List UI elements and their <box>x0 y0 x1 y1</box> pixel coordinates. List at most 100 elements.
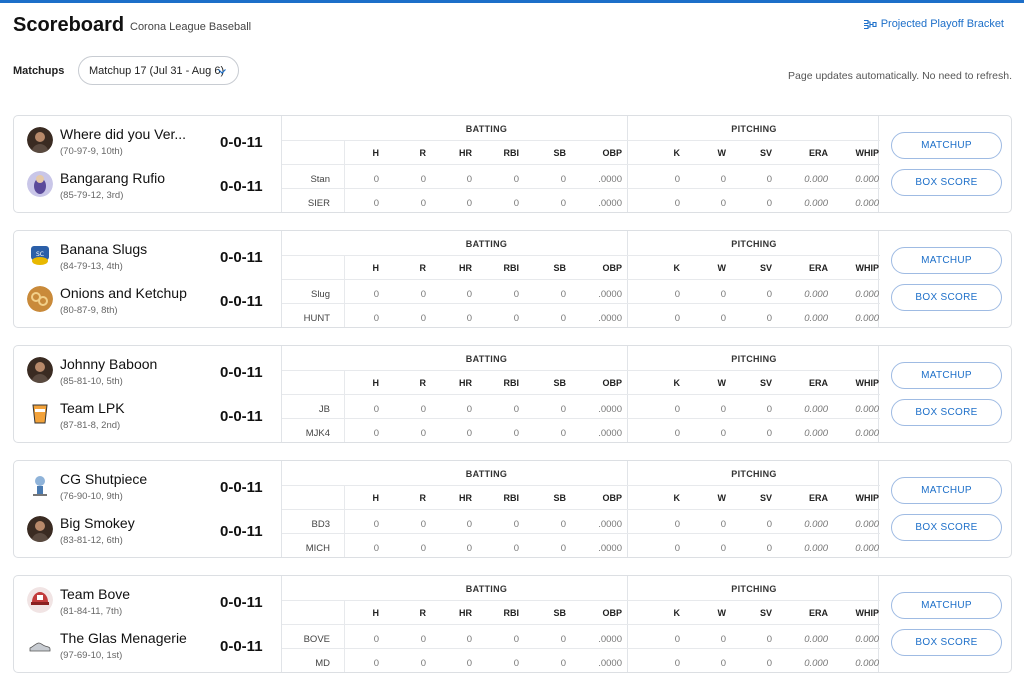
matchup-teams: Where did you Ver... (70-97-9, 10th) 0-0-1… <box>14 116 282 212</box>
batting-value: 0 <box>420 658 426 669</box>
matchup-button[interactable]: MATCHUP <box>891 362 1002 389</box>
team-name[interactable]: Onions and Ketchup <box>60 285 187 301</box>
team-entry[interactable]: Where did you Ver... (70-97-9, 10th) 0-0-1… <box>26 125 282 165</box>
batting-value: 0 <box>420 404 426 415</box>
batting-col-header: R <box>419 378 427 388</box>
box-score-button[interactable]: BOX SCORE <box>891 514 1002 541</box>
team-name[interactable]: Team Bove <box>60 586 131 602</box>
pitching-value: 0 <box>720 543 726 554</box>
projected-playoff-bracket-link[interactable]: Projected Playoff Bracket <box>863 18 1004 30</box>
team-entry[interactable]: CG Shutpiece (76-90-10, 9th) 0-0-11 <box>26 470 282 510</box>
pitching-value: 0 <box>674 543 680 554</box>
team-score: 0-0-11 <box>220 408 263 425</box>
team-name[interactable]: Where did you Ver... <box>60 126 187 142</box>
batting-value: 0 <box>513 404 519 415</box>
matchup-teams: Johnny Baboon (85-81-10, 5th) 0-0-11 Team L… <box>14 346 282 442</box>
batting-value: 0 <box>373 198 379 209</box>
team-entry[interactable]: SC Banana Slugs (84-79-13, 4th) 0-0-11 <box>26 240 282 280</box>
stats-table: BATTING PITCHING H R HR RBI SB OBP K W SV ERA WHIP Sl… <box>281 231 880 327</box>
batting-col-header: H <box>372 378 380 388</box>
batting-title: BATTING <box>465 124 508 134</box>
batting-value: 0 <box>373 519 379 530</box>
row-divider <box>282 533 880 534</box>
batting-value: 0 <box>466 313 472 324</box>
batting-col-header: OBP <box>602 263 622 273</box>
team-entry[interactable]: Onions and Ketchup (80-87-9, 8th) 0-0-11 <box>26 284 282 324</box>
batting-col-header: H <box>372 148 380 158</box>
auto-update-note: Page updates automatically. No need to r… <box>788 70 1012 82</box>
team-name[interactable]: Banana Slugs <box>60 241 148 257</box>
box-score-button[interactable]: BOX SCORE <box>891 629 1002 656</box>
team-score: 0-0-11 <box>220 178 263 195</box>
team-entry[interactable]: Johnny Baboon (85-81-10, 5th) 0-0-11 <box>26 355 282 395</box>
team-record: (70-97-9, 10th) <box>60 146 123 157</box>
team-score: 0-0-11 <box>220 638 263 655</box>
team-name[interactable]: Johnny Baboon <box>60 356 158 372</box>
bracket-icon <box>863 19 877 30</box>
pitching-value: 0.000 <box>804 198 828 209</box>
row-team-abbr: BD3 <box>311 519 330 530</box>
team-name[interactable]: Bangarang Rufio <box>60 170 166 186</box>
batting-col-header: RBI <box>503 378 520 388</box>
pitching-col-header: ERA <box>808 608 828 618</box>
pitching-value: 0 <box>720 313 726 324</box>
team-name[interactable]: Big Smokey <box>60 515 135 531</box>
batting-value: 0 <box>466 174 472 185</box>
box-score-button[interactable]: BOX SCORE <box>891 399 1002 426</box>
matchup-card: SC Banana Slugs (84-79-13, 4th) 0-0-11 Onion… <box>13 230 1012 328</box>
row-team-abbr: HUNT <box>303 313 330 324</box>
box-score-button[interactable]: BOX SCORE <box>891 284 1002 311</box>
box-score-button[interactable]: BOX SCORE <box>891 169 1002 196</box>
bracket-link-label: Projected Playoff Bracket <box>880 18 1004 30</box>
batting-value: 0 <box>466 519 472 530</box>
league-name: Corona League Baseball <box>130 21 252 33</box>
matchup-actions: MATCHUP BOX SCORE <box>879 231 1012 327</box>
pitching-title: PITCHING <box>731 469 777 479</box>
matchup-button[interactable]: MATCHUP <box>891 477 1002 504</box>
matchup-button[interactable]: MATCHUP <box>891 132 1002 159</box>
team-entry[interactable]: Bangarang Rufio (85-79-12, 3rd) 0-0-11 <box>26 169 282 209</box>
matchup-actions: MATCHUP BOX SCORE <box>879 116 1012 212</box>
batting-col-header: OBP <box>602 493 622 503</box>
team-entry[interactable]: Team Bove (81-84-11, 7th) 0-0-11 <box>26 585 282 625</box>
matchup-teams: SC Banana Slugs (84-79-13, 4th) 0-0-11 Onion… <box>14 231 282 327</box>
row-divider <box>282 600 880 601</box>
matchup-button[interactable]: MATCHUP <box>891 247 1002 274</box>
label-divider <box>344 485 345 557</box>
row-divider <box>282 188 880 189</box>
batting-value: 0 <box>373 658 379 669</box>
row-divider <box>282 394 880 395</box>
batting-value: .0000 <box>598 658 622 669</box>
batting-col-header: R <box>419 493 427 503</box>
team-name[interactable]: Team LPK <box>60 400 125 416</box>
pitching-value: 0 <box>720 289 726 300</box>
label-divider <box>344 140 345 212</box>
team-avatar-icon <box>27 401 53 427</box>
team-name[interactable]: The Glas Menagerie <box>60 630 187 646</box>
matchup-dropdown[interactable]: Matchup 17 (Jul 31 - Aug 6) <box>78 56 239 85</box>
batting-col-header: H <box>372 263 380 273</box>
matchup-dropdown-value: Matchup 17 (Jul 31 - Aug 6) <box>89 64 225 77</box>
pitching-col-header: WHIP <box>855 148 880 158</box>
matchup-card: Where did you Ver... (70-97-9, 10th) 0-0-1… <box>13 115 1012 213</box>
batting-col-header: H <box>372 493 380 503</box>
team-entry[interactable]: Big Smokey (83-81-12, 6th) 0-0-11 <box>26 514 282 554</box>
batting-value: 0 <box>373 174 379 185</box>
pitching-value: 0.000 <box>804 289 828 300</box>
matchup-button[interactable]: MATCHUP <box>891 592 1002 619</box>
team-name[interactable]: CG Shutpiece <box>60 471 148 487</box>
pitching-value: 0 <box>766 198 772 209</box>
team-avatar-icon <box>27 171 53 197</box>
batting-value: .0000 <box>598 313 622 324</box>
batting-value: .0000 <box>598 543 622 554</box>
pitching-col-header: W <box>717 378 727 388</box>
batting-value: 0 <box>513 519 519 530</box>
batting-col-header: SB <box>553 493 566 503</box>
pitching-col-header: K <box>673 493 681 503</box>
team-entry[interactable]: The Glas Menagerie (97-69-10, 1st) 0-0-11 <box>26 629 282 669</box>
batting-value: 0 <box>466 428 472 439</box>
pitching-value: 0.000 <box>855 543 879 554</box>
team-entry[interactable]: Team LPK (87-81-8, 2nd) 0-0-11 <box>26 399 282 439</box>
batting-value: 0 <box>560 313 566 324</box>
batting-col-header: HR <box>459 608 472 618</box>
